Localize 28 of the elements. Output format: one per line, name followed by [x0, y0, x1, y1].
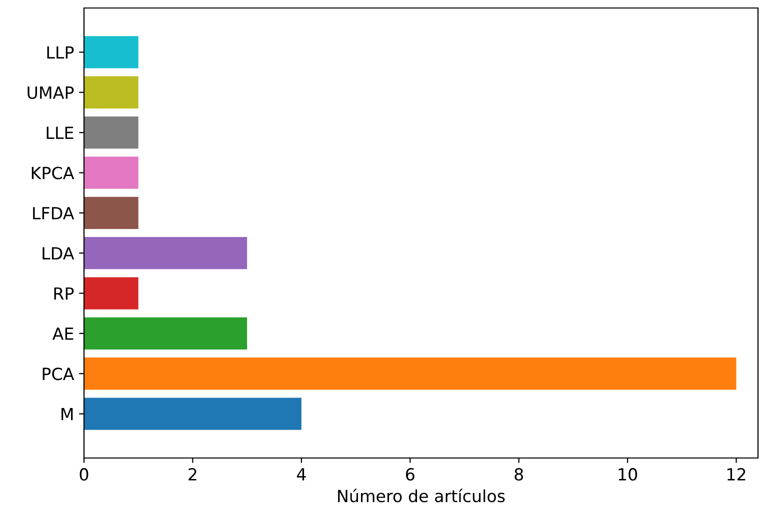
x-tick-label: 4: [296, 468, 306, 480]
x-tick-label: 8: [514, 468, 523, 481]
y-tick-label: UMAP: [28, 86, 74, 99]
y-tick-label: AE: [52, 328, 74, 340]
y-tick-label: LLP: [47, 46, 74, 59]
y-tick-label: M: [62, 408, 73, 420]
x-tick-label: 0: [80, 468, 88, 481]
bar: [84, 237, 248, 270]
x-tick-label: 2: [188, 468, 196, 480]
x-tick-label: 10: [618, 468, 638, 481]
y-tick-label: LDA: [42, 247, 74, 260]
y-tick-label: LFDA: [33, 207, 74, 220]
bar: [84, 358, 736, 390]
bar: [84, 398, 302, 430]
bar: [84, 76, 138, 108]
bar: [84, 196, 138, 229]
bar: [84, 156, 138, 189]
x-tick-label: 6: [406, 468, 414, 481]
x-tick-label: 12: [727, 468, 746, 480]
bar: [84, 277, 138, 310]
y-tick-label: RP: [54, 287, 74, 300]
y-tick-label: PCA: [42, 368, 74, 380]
y-tick-label: KPCA: [32, 166, 74, 180]
bar: [84, 116, 138, 149]
bar: [84, 36, 138, 68]
bar: [84, 317, 248, 350]
x-axis-title: Número de artículos: [338, 488, 505, 502]
y-tick-label: LLE: [46, 126, 74, 139]
